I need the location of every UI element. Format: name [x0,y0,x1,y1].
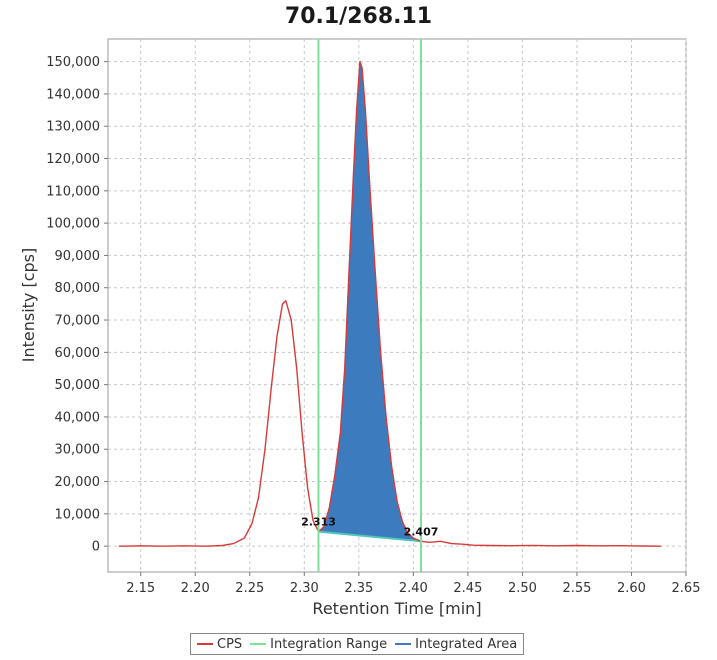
y-tick-label: 150,000 [46,55,100,70]
annotation-layer: 2.313 2.407 [301,516,438,539]
legend-label-integrated-area: Integrated Area [415,636,518,652]
y-tick-label: 0 [92,540,100,555]
cps-swatch-icon [197,643,213,645]
plot-area [107,38,687,573]
tick-labels: 2.15 2.20 2.25 2.30 2.35 2.40 2.45 2.50 2.55 2.60… [46,55,700,596]
y-tick-label: 80,000 [55,281,101,296]
x-tick-label: 2.65 [672,581,701,596]
integration-range-swatch-icon [250,643,267,645]
y-tick-label: 60,000 [55,346,101,361]
legend: CPS Integration Range Integrated Area [190,633,525,655]
x-tick-label: 2.20 [181,581,210,596]
y-tick-label: 50,000 [55,378,101,393]
y-tick-label: 110,000 [46,184,100,199]
y-tick-label: 120,000 [46,152,100,167]
legend-item-integration-range: Integration Range [250,637,387,652]
chart-title: 70.1/268.11 [284,4,433,29]
cps-line-layer [118,60,661,547]
x-tick-label: 2.55 [562,581,591,596]
x-tick-label: 2.25 [235,581,264,596]
y-tick-label: 130,000 [46,120,100,135]
y-tick-label: 20,000 [55,475,101,490]
x-tick-label: 2.60 [617,581,646,596]
boundary-annotation: 2.313 [301,516,336,529]
integration-baseline [318,530,422,543]
boundary-annotation: 2.407 [404,525,439,538]
integrated-area-layer [318,61,422,543]
y-tick-label: 70,000 [55,314,101,329]
cps-series-line [118,60,661,547]
y-tick-label: 140,000 [46,87,100,102]
legend-label-integration-range: Integration Range [270,636,388,652]
x-tick-label: 2.40 [399,581,428,596]
x-tick-label: 2.45 [453,581,482,596]
legend-item-integrated-area: Integrated Area [395,637,517,652]
y-axis-label: Intensity [cps] [19,248,38,363]
legend-label-cps: CPS [217,636,243,652]
x-axis-label: Retention Time [min] [312,599,481,618]
y-tick-label: 90,000 [55,249,101,264]
x-tick-label: 2.35 [344,581,373,596]
x-tick-label: 2.50 [508,581,537,596]
x-tick-label: 2.30 [290,581,319,596]
integration-range-layer [317,39,422,572]
y-tick-label: 10,000 [55,507,101,522]
y-tick-label: 30,000 [55,443,101,458]
integrated-area-swatch-icon [395,643,412,645]
y-tick-label: 40,000 [55,410,101,425]
integrated-area-fill [318,61,421,542]
x-tick-label: 2.15 [126,581,155,596]
legend-item-cps: CPS [197,637,242,652]
y-tick-label: 100,000 [46,217,100,232]
